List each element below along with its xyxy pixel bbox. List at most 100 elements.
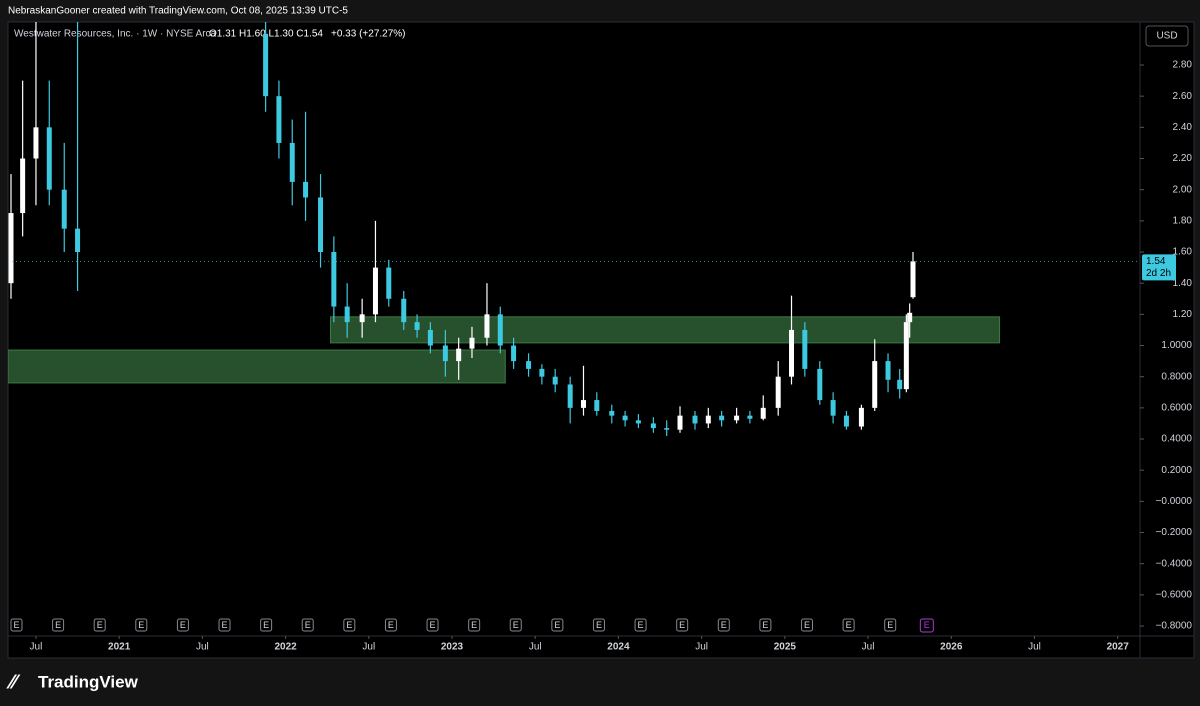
countdown: 2d 2h (1146, 268, 1171, 279)
candle-body (903, 322, 909, 390)
earnings-box-next (919, 618, 934, 633)
candle-body (331, 252, 337, 307)
earnings-marker: E (430, 620, 436, 630)
earnings-marker: E (513, 620, 519, 630)
earnings-marker: E (13, 620, 19, 630)
candle-body (318, 197, 324, 253)
y-tick-label: −0.0000 (1156, 496, 1193, 507)
symbol: Westwater Resources, Inc. · 1W · NYSE Ar… (14, 29, 217, 40)
last-price-label: 1.54 (1146, 256, 1166, 267)
earnings-box (717, 618, 730, 632)
earnings-box (343, 618, 356, 632)
candle-body (414, 322, 420, 330)
y-tick-label: 1.0000 (1161, 340, 1192, 351)
candle-body (650, 423, 656, 429)
candle-body (567, 384, 573, 408)
y-tick-label: 2.60 (1173, 91, 1193, 102)
candle-body (303, 181, 309, 198)
earnings-box (218, 618, 231, 632)
x-tick-label: Jul (362, 642, 375, 653)
zone (330, 316, 1001, 344)
earnings-box (676, 618, 689, 632)
candle-body (75, 228, 81, 253)
earnings-marker: E (679, 620, 685, 630)
candle-body (789, 329, 795, 377)
y-tick-label: 0.2000 (1161, 465, 1192, 476)
earnings-marker: E (846, 620, 852, 630)
candle-body (747, 415, 753, 419)
x-tick-label: 2024 (607, 642, 630, 653)
currency[interactable]: USD (1156, 31, 1177, 42)
x-tick-label: Jul (862, 642, 875, 653)
x-tick-label: 2026 (940, 642, 963, 653)
candle-body (469, 337, 475, 349)
candle-body (61, 189, 67, 229)
earnings-marker-next: E (924, 620, 930, 630)
y-tick-label: −0.2000 (1156, 527, 1193, 538)
candle-body (609, 410, 615, 416)
earnings-marker: E (222, 620, 228, 630)
y-tick-label: 0.4000 (1161, 434, 1192, 445)
earnings-box (592, 618, 605, 632)
candle-body (46, 127, 52, 190)
earnings-marker: E (596, 620, 602, 630)
earnings-marker: E (263, 620, 269, 630)
candle-body (858, 407, 864, 427)
candle-body (622, 415, 628, 421)
candle-body (664, 428, 670, 430)
earnings-box (468, 618, 481, 632)
earnings-marker: E (388, 620, 394, 630)
candle-body (677, 415, 683, 430)
earnings-box (426, 618, 439, 632)
earnings-marker: E (346, 620, 352, 630)
candle-body (263, 33, 269, 97)
earnings-box (93, 618, 106, 632)
candle-body (719, 415, 725, 421)
candle-body (427, 329, 433, 346)
earnings-marker: E (138, 620, 144, 630)
earnings-marker: E (554, 620, 560, 630)
candle-body (775, 376, 781, 408)
y-tick-label: −0.8000 (1156, 621, 1193, 632)
x-tick-label: Jul (695, 642, 708, 653)
x-tick-label: Jul (30, 642, 43, 653)
earnings-box (10, 618, 23, 632)
credit: NebraskanGooner created with TradingView… (8, 6, 348, 17)
earnings-box (842, 618, 855, 632)
x-tick-label: Jul (196, 642, 209, 653)
earnings-box (800, 618, 813, 632)
x-tick-label: 2027 (1107, 642, 1130, 653)
earnings-marker: E (804, 620, 810, 630)
candle-body (907, 312, 913, 323)
candle-body (594, 400, 600, 411)
earnings-marker: E (887, 620, 893, 630)
candle-body (580, 400, 586, 408)
y-tick-label: 1.80 (1173, 215, 1193, 226)
plot (8, 22, 1001, 436)
candle-body (526, 361, 532, 369)
x-tick-label: 2023 (441, 642, 464, 653)
candle-body (442, 345, 448, 362)
y-tick-label: 2.00 (1173, 184, 1193, 195)
currency-box[interactable] (1145, 25, 1189, 47)
earnings-marker: E (305, 620, 311, 630)
candle-body (484, 314, 490, 338)
earnings-box (509, 618, 522, 632)
candle-body (33, 127, 39, 159)
candle-body (830, 400, 836, 416)
candle-body (734, 415, 740, 421)
candle-body (552, 376, 558, 385)
earnings-marker: E (55, 620, 61, 630)
earnings-box (135, 618, 148, 632)
candle-body (511, 345, 517, 362)
candle-body (372, 267, 378, 315)
earnings-box (260, 618, 273, 632)
y-tick-label: 0.8000 (1161, 371, 1192, 382)
earnings-marker: E (97, 620, 103, 630)
earnings-box (301, 618, 314, 632)
candle-body (705, 415, 711, 424)
x-tick-label: 2025 (774, 642, 797, 653)
candle-body (635, 420, 641, 424)
y-tick-label: 2.80 (1173, 60, 1193, 71)
